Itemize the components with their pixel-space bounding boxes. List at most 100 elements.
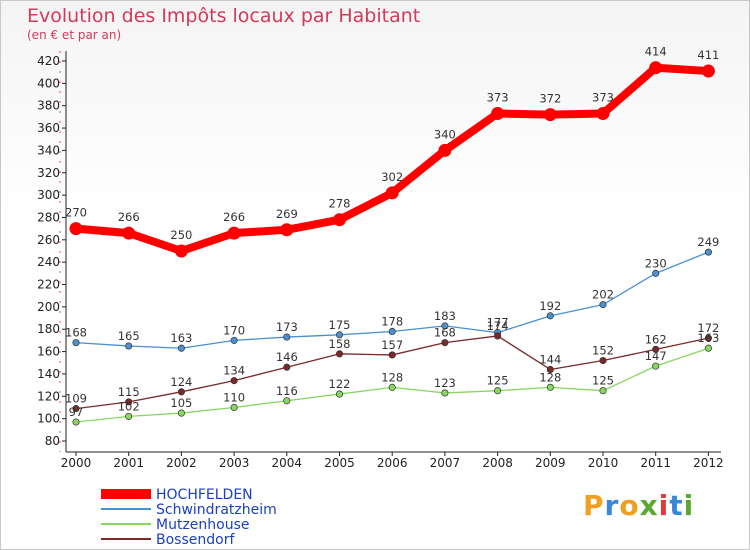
y-tick-label: 180	[37, 322, 60, 336]
data-label-hochfelden: 250	[170, 228, 192, 242]
data-label-schwindratzheim: 165	[118, 329, 140, 343]
x-tick-label: 2007	[430, 456, 461, 470]
logo-letter: r	[604, 489, 620, 522]
data-point-bossendorf	[177, 388, 185, 396]
y-tick-label: 280	[37, 210, 60, 224]
data-label-schwindratzheim: 202	[592, 288, 614, 302]
data-label-schwindratzheim: 175	[329, 318, 351, 332]
data-point-mutzenhouse	[704, 344, 712, 352]
proxiti-logo: Proxiti	[583, 489, 694, 522]
data-point-mutzenhouse	[441, 389, 449, 397]
data-point-schwindratzheim	[283, 333, 291, 341]
data-label-hochfelden: 266	[223, 210, 245, 224]
data-point-mutzenhouse	[283, 397, 291, 405]
y-tick-label: 300	[37, 188, 60, 202]
x-tick-label: 2008	[482, 456, 513, 470]
data-label-hochfelden: 411	[697, 48, 719, 62]
x-tick-label: 2011	[640, 456, 671, 470]
y-tick-label: 400	[37, 76, 60, 90]
legend-swatch-schwindratzheim	[101, 508, 151, 510]
x-tick-label: 2000	[61, 456, 92, 470]
x-tick-label: 2002	[166, 456, 197, 470]
data-label-bossendorf: 174	[487, 319, 509, 333]
data-point-hochfelden	[385, 186, 399, 200]
data-label-schwindratzheim: 170	[223, 323, 245, 337]
data-label-bossendorf: 162	[645, 332, 667, 346]
data-point-bossendorf	[125, 398, 133, 406]
data-label-bossendorf: 124	[170, 375, 192, 389]
data-point-mutzenhouse	[335, 390, 344, 398]
data-point-mutzenhouse	[652, 362, 660, 370]
data-label-mutzenhouse: 128	[381, 370, 403, 384]
data-point-schwindratzheim	[335, 331, 344, 339]
data-point-hochfelden	[649, 61, 663, 75]
data-point-hochfelden	[69, 222, 83, 236]
data-point-schwindratzheim	[704, 248, 712, 256]
data-point-schwindratzheim	[230, 336, 238, 344]
data-point-bossendorf	[388, 351, 396, 359]
x-tick-label: 2010	[588, 456, 619, 470]
data-label-hochfelden: 340	[434, 127, 456, 141]
data-point-schwindratzheim	[546, 312, 554, 320]
data-label-schwindratzheim: 192	[539, 299, 561, 313]
y-tick-label: 340	[37, 143, 60, 157]
data-point-hochfelden	[174, 244, 188, 258]
x-tick-label: 2012	[693, 456, 724, 470]
data-point-mutzenhouse	[388, 383, 396, 391]
x-tick-label: 2001	[113, 456, 144, 470]
logo-letter: i	[658, 489, 670, 522]
x-tick-label: 2009	[535, 456, 566, 470]
data-point-mutzenhouse	[72, 418, 80, 426]
data-label-hochfelden: 270	[65, 206, 87, 220]
y-tick-label: 420	[37, 54, 60, 68]
data-point-bossendorf	[283, 363, 291, 371]
data-point-bossendorf	[230, 377, 238, 385]
y-tick-label: 240	[37, 255, 60, 269]
data-label-bossendorf: 144	[539, 352, 561, 366]
data-point-hochfelden	[543, 108, 557, 122]
data-label-hochfelden: 302	[381, 170, 403, 184]
x-tick-label: 2005	[324, 456, 355, 470]
y-tick-label: 220	[37, 278, 60, 292]
y-tick-label: 200	[37, 300, 60, 314]
chart-subtitle: (en € et par an)	[27, 28, 122, 42]
data-label-bossendorf: 109	[65, 392, 87, 406]
data-point-bossendorf	[704, 334, 712, 342]
data-label-mutzenhouse: 163	[697, 331, 719, 345]
data-label-bossendorf: 158	[329, 337, 351, 351]
data-label-mutzenhouse: 97	[69, 405, 84, 419]
data-label-bossendorf: 146	[276, 350, 298, 364]
legend-label-mutzenhouse: Mutzenhouse	[156, 517, 250, 533]
data-point-mutzenhouse	[177, 409, 185, 417]
data-label-mutzenhouse: 105	[170, 396, 192, 410]
y-tick-label: 360	[37, 121, 60, 135]
data-label-schwindratzheim: 183	[434, 309, 456, 323]
data-point-hochfelden	[491, 107, 505, 121]
data-point-hochfelden	[701, 64, 715, 78]
data-point-schwindratzheim	[125, 342, 133, 350]
data-point-schwindratzheim	[599, 301, 607, 309]
data-label-hochfelden: 266	[118, 210, 140, 224]
data-label-mutzenhouse: 128	[539, 370, 561, 384]
data-point-hochfelden	[333, 213, 346, 227]
data-label-bossendorf: 115	[118, 385, 140, 399]
data-point-bossendorf	[441, 339, 449, 347]
y-tick-label: 120	[37, 389, 60, 403]
data-point-bossendorf	[72, 405, 80, 413]
data-point-bossendorf	[599, 356, 607, 365]
y-tick-label: 80	[45, 434, 60, 448]
y-tick-label: 160	[37, 345, 60, 359]
chart-title: Evolution des Impôts locaux par Habitant	[27, 5, 421, 27]
data-label-bossendorf: 157	[381, 338, 403, 352]
data-point-bossendorf	[335, 350, 344, 358]
legend-label-bossendorf: Bossendorf	[156, 532, 235, 548]
data-point-bossendorf	[494, 332, 502, 340]
y-tick-label: 380	[37, 99, 60, 113]
data-point-schwindratzheim	[388, 327, 396, 336]
data-label-hochfelden: 414	[645, 45, 667, 59]
data-point-hochfelden	[227, 226, 241, 240]
y-tick-label: 100	[37, 412, 60, 426]
legend-label-hochfelden: HOCHFELDEN	[156, 487, 253, 503]
data-label-bossendorf: 168	[434, 326, 456, 340]
data-label-schwindratzheim: 168	[65, 326, 87, 340]
